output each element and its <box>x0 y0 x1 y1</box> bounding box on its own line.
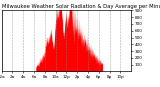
Text: Milwaukee Weather Solar Radiation & Day Average per Minute W/m² (Today): Milwaukee Weather Solar Radiation & Day … <box>2 4 160 9</box>
